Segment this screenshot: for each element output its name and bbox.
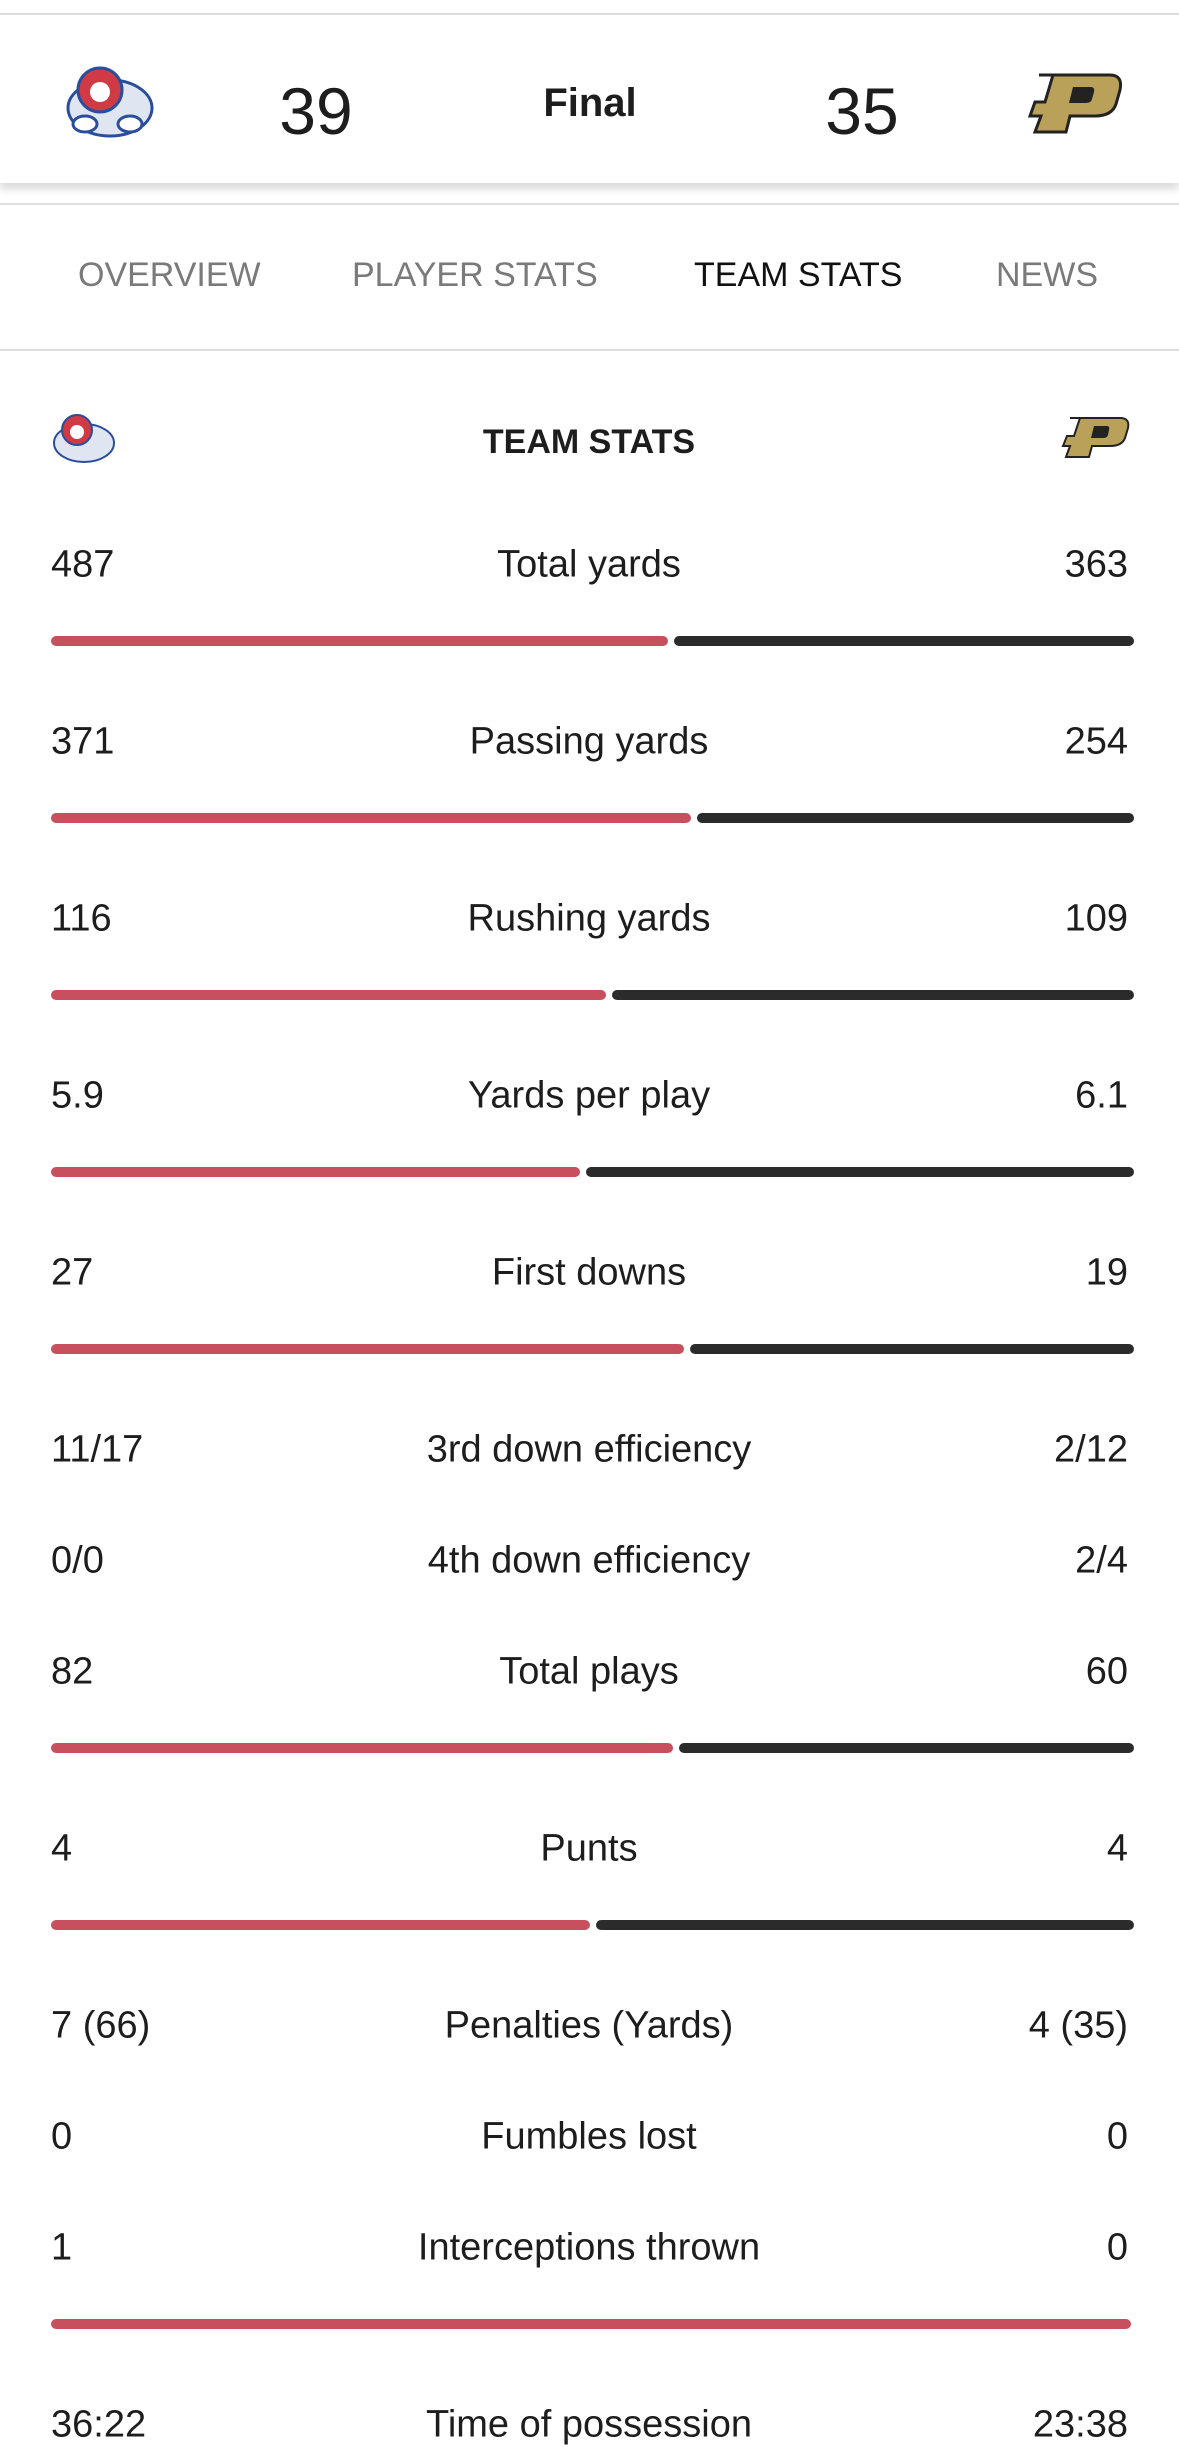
stat-label: Fumbles lost — [481, 2115, 697, 2158]
top-border — [0, 13, 1179, 15]
away-logo-small — [1061, 417, 1130, 458]
tabs-top-border — [0, 203, 1179, 205]
stat-label: Punts — [540, 1827, 638, 1870]
score-header: 39 Final 35 — [0, 15, 1179, 183]
away-score: 35 — [825, 74, 899, 148]
away-bar — [679, 1743, 1134, 1753]
away-value: 2/4 — [1075, 1539, 1128, 1582]
away-bar — [612, 990, 1134, 1000]
away-value: 0 — [1106, 2115, 1128, 2158]
home-bar — [51, 1344, 684, 1354]
tab[interactable]: OVERVIEW — [78, 256, 261, 294]
away-bar — [595, 1920, 1134, 1930]
game-status: Final — [543, 81, 637, 125]
home-score: 39 — [279, 74, 353, 148]
away-value: 60 — [1085, 1650, 1128, 1693]
home-value: 1 — [51, 2226, 73, 2269]
home-bar — [51, 990, 607, 1000]
stat-label: Penalties (Yards) — [444, 2004, 734, 2047]
stat-label: 3rd down efficiency — [426, 1428, 752, 1471]
home-bar — [51, 636, 669, 646]
page: 39 Final 35 OVERVIEW PLAYER STATS TEAM STA… — [0, 13, 1179, 2446]
home-value: 27 — [51, 1251, 94, 1294]
home-value: 4 — [51, 1827, 73, 1870]
away-bar — [586, 1167, 1134, 1177]
stat-label: First downs — [491, 1251, 687, 1294]
away-value: 6.1 — [1075, 1074, 1128, 1117]
home-value: 82 — [51, 1650, 94, 1693]
home-logo[interactable] — [60, 60, 160, 140]
home-value: 116 — [51, 897, 112, 940]
home-bar — [51, 1920, 590, 1930]
away-value: 19 — [1085, 1251, 1128, 1294]
stat-label: Interceptions thrown — [417, 2226, 761, 2269]
away-value: 23:38 — [1032, 2403, 1128, 2446]
home-value: 11/17 — [51, 1428, 144, 1471]
home-bar — [51, 1167, 581, 1177]
away-bar — [674, 636, 1134, 646]
home-value: 36:22 — [51, 2403, 147, 2446]
stat-label: Passing yards — [469, 720, 709, 763]
home-value: 371 — [51, 720, 115, 763]
tab[interactable]: NEWS — [996, 256, 1098, 294]
home-value: 0 — [51, 2115, 73, 2158]
tabs-bottom-border — [0, 349, 1179, 351]
stat-label: Time of possession — [426, 2403, 752, 2446]
away-value: 254 — [1064, 720, 1128, 763]
away-value: 109 — [1064, 897, 1128, 940]
stat-label: 4th down efficiency — [427, 1539, 751, 1582]
tab[interactable]: PLAYER STATS — [352, 256, 598, 294]
away-value: 0 — [1106, 2226, 1128, 2269]
home-bar — [51, 2319, 1131, 2329]
away-bar — [696, 813, 1134, 823]
home-bar — [51, 813, 691, 823]
away-value: 363 — [1064, 543, 1128, 586]
home-value: 5.9 — [51, 1074, 104, 1117]
section-title: TEAM STATS — [482, 423, 696, 461]
home-value: 0/0 — [51, 1539, 104, 1582]
away-value: 2/12 — [1054, 1428, 1128, 1471]
home-bar — [51, 1743, 674, 1753]
stat-label: Total yards — [497, 543, 681, 586]
stat-label: Total plays — [499, 1650, 679, 1693]
stat-label: Rushing yards — [467, 897, 711, 940]
home-value: 7 (66) — [51, 2004, 151, 2047]
away-bar — [689, 1344, 1134, 1354]
home-value: 487 — [51, 543, 115, 586]
tab[interactable]: TEAM STATS — [694, 256, 903, 294]
away-value: 4 (35) — [1028, 2004, 1128, 2047]
away-logo[interactable] — [1025, 70, 1125, 140]
home-logo-small — [53, 414, 115, 463]
away-value: 4 — [1106, 1827, 1128, 1870]
stat-label: Yards per play — [467, 1074, 711, 1117]
